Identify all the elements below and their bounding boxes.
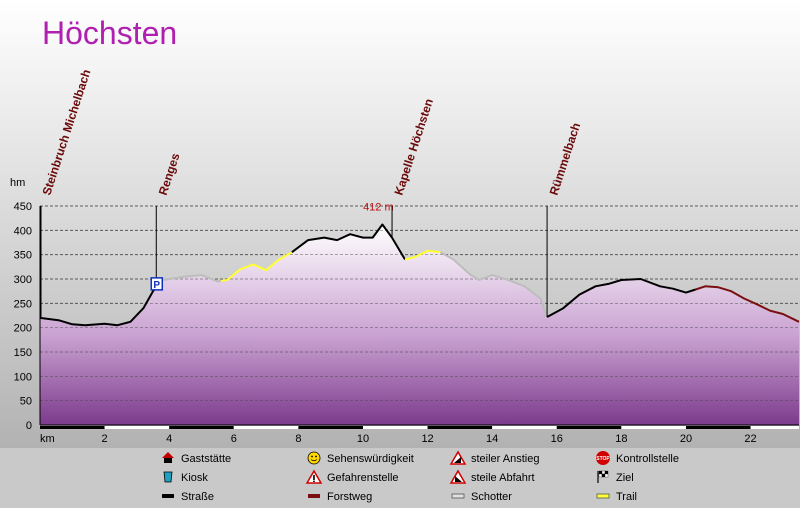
parking-icon: [150, 277, 164, 291]
gravel-swatch: [451, 493, 465, 499]
y-tick-label: 300: [14, 274, 32, 286]
x-tick-label: 6: [231, 433, 237, 445]
legend-label: steile Abfahrt: [471, 472, 535, 484]
y-tick-label: 450: [14, 201, 32, 213]
legend-label: Schotter: [471, 491, 512, 503]
distance-bar-segment: [750, 426, 799, 429]
legend-label: Gefahrenstelle: [327, 472, 399, 484]
elevation-area: [40, 224, 799, 425]
checkered-flag-icon: [597, 470, 609, 483]
stop-sign-icon: STOP: [596, 451, 610, 465]
y-tick-label: 400: [14, 225, 32, 237]
x-tick-label: 2: [102, 433, 108, 445]
profile-segment-trail: [220, 251, 293, 282]
trail-swatch: [596, 493, 610, 499]
legend-label: Ziel: [616, 472, 634, 484]
y-tick-label: 0: [26, 420, 32, 432]
x-tick-label: 18: [615, 433, 627, 445]
distance-bar-segment: [298, 426, 363, 429]
y-tick-label: 50: [20, 396, 32, 408]
profile-line: 412 m: [39, 201, 800, 327]
x-tick-label: 10: [357, 433, 369, 445]
profile-segment-forest: [695, 285, 800, 323]
y-axis-unit: hm: [10, 177, 25, 189]
steep-ascent-icon: [449, 450, 467, 465]
profile-segment-road: [39, 286, 158, 327]
legend-label: steiler Anstieg: [471, 453, 539, 465]
warning-icon: [305, 469, 323, 484]
profile-segment-road: [291, 223, 406, 261]
distance-bar-segment: [169, 426, 234, 429]
legend-label: Forstweg: [327, 491, 372, 503]
parking-label: P: [153, 280, 160, 291]
distance-bar-segment: [233, 426, 299, 429]
legend: Gaststätte Sehenswürdigkeit steiler Anstie…: [162, 450, 679, 503]
distance-bar-segment: [427, 426, 493, 429]
forest-road-swatch: [308, 494, 320, 498]
kiosk-cup-icon: [163, 471, 173, 483]
y-tick-label: 200: [14, 323, 32, 335]
x-tick-label: 20: [680, 433, 692, 445]
distance-bar-segment: [104, 426, 170, 429]
profile-segment-gravel: [440, 251, 549, 318]
distance-bar-segment: [556, 426, 622, 429]
distance-bar-segment: [685, 426, 751, 429]
profile-segment-road: [546, 278, 696, 318]
legend-background: [0, 448, 800, 508]
distance-bar-segment: [621, 426, 686, 429]
x-tick-label: 16: [551, 433, 563, 445]
y-tick-label: 250: [14, 298, 32, 310]
legend-label: Sehenswürdigkeit: [327, 453, 414, 465]
road-swatch: [162, 494, 174, 498]
x-tick-label: 12: [421, 433, 433, 445]
legend-label: Straße: [181, 491, 214, 503]
distance-bar-segment: [492, 426, 557, 429]
legend-label: Trail: [616, 491, 637, 503]
smiley-icon: [307, 451, 321, 465]
x-tick-label: 8: [295, 433, 301, 445]
y-tick-label: 150: [14, 347, 32, 359]
legend-label: Gaststätte: [181, 453, 231, 465]
x-tick-label: 4: [166, 433, 172, 445]
x-tick-label: 14: [486, 433, 498, 445]
distance-bar-segment: [40, 426, 105, 429]
steep-descent-icon: [449, 469, 467, 484]
legend-label: Kiosk: [181, 472, 208, 484]
y-tick-label: 350: [14, 250, 32, 262]
y-tick-label: 100: [14, 371, 32, 383]
chart-title: Höchsten: [42, 15, 177, 51]
profile-segment-trail: [404, 249, 441, 261]
x-axis-unit: km: [40, 433, 55, 445]
y-tick-labels: 0 50 100 150 200 250 300 350 400 450: [14, 201, 32, 432]
max-elevation-label: 412 m: [363, 201, 394, 213]
house-icon: [162, 452, 174, 463]
legend-label: Kontrollstelle: [616, 453, 679, 465]
distance-bar-segment: [362, 426, 428, 429]
x-tick-label: 22: [744, 433, 756, 445]
x-tick-labels: 2 4 6 8 10 12 14 16 18 20 22: [40, 426, 799, 445]
svg-text:STOP: STOP: [596, 456, 610, 462]
